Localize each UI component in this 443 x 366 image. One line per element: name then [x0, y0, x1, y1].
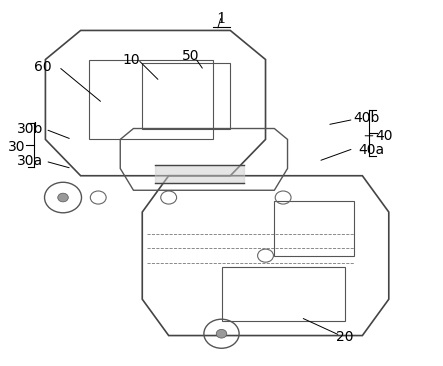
Text: 30b: 30b — [17, 122, 43, 135]
Text: 40b: 40b — [354, 111, 380, 124]
Text: 50: 50 — [182, 49, 199, 63]
Text: 20: 20 — [336, 330, 354, 344]
Circle shape — [58, 193, 68, 202]
Text: 30: 30 — [8, 140, 26, 154]
Text: 40a: 40a — [358, 143, 384, 157]
Text: 60: 60 — [35, 60, 52, 74]
Bar — [222, 266, 345, 321]
Text: 40: 40 — [376, 129, 393, 143]
Text: 30a: 30a — [17, 154, 43, 168]
Circle shape — [216, 329, 227, 338]
Text: 10: 10 — [122, 52, 140, 67]
Bar — [274, 201, 354, 255]
Bar — [142, 63, 230, 128]
Text: 1: 1 — [217, 12, 226, 26]
Bar — [89, 60, 213, 139]
